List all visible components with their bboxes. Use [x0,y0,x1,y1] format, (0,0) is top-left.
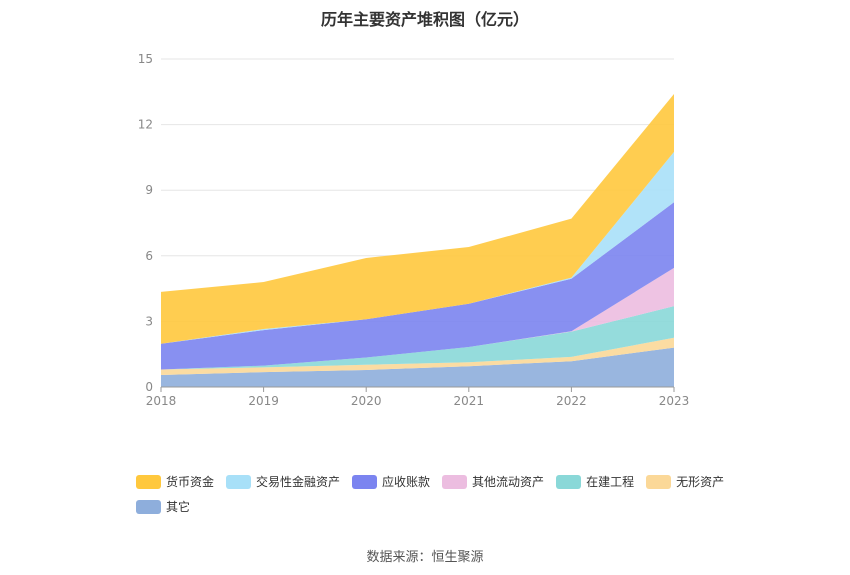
x-tick-label: 2020 [351,394,382,408]
legend-item[interactable]: 应收账款 [352,473,430,490]
legend-label: 在建工程 [586,475,635,489]
legend-label: 货币资金 [166,475,215,489]
legend-swatch [226,474,252,489]
legend-swatch [442,474,468,489]
legend-item[interactable]: 其他流动资产 [442,473,544,490]
legend-swatch [646,474,672,489]
y-tick-label: 9 [145,183,153,197]
x-tick-label: 2018 [146,394,177,408]
x-tick-label: 2022 [556,394,587,408]
legend-swatch [556,474,582,489]
area-series-货币资金 [161,93,674,344]
stacked-area-chart: 0 3 6 9 12 15 2018 2019 2020 2021 2022 2023 [138,52,690,408]
y-tick-label: 15 [138,52,153,66]
legend-item[interactable]: 无形资产 [646,473,724,490]
legend-label: 交易性金融资产 [256,475,341,489]
legend-label: 应收账款 [382,475,431,489]
legend-label: 其他流动资产 [472,475,545,489]
y-tick-label: 0 [145,380,153,394]
x-tick-label: 2021 [454,394,485,408]
legend-item[interactable]: 其它 [136,498,190,515]
data-source: 数据来源：恒生聚源 [366,550,484,565]
legend-item[interactable]: 货币资金 [136,473,214,490]
y-tick-label: 12 [138,118,153,132]
y-tick-label: 6 [145,249,153,263]
chart-title: 历年主要资产堆积图（亿元） [320,10,529,29]
chart-legend: 货币资金 交易性金融资产 应收账款 其他流动资产 在建工程 无形资产其它 [136,473,756,515]
area-series-在建工程 [161,306,674,370]
y-tick-label: 3 [145,314,153,328]
legend-swatch [352,474,378,489]
area-series-应收账款 [161,202,674,370]
area-series-其它 [161,347,674,387]
area-series-无形资产 [161,337,674,375]
legend-label: 无形资产 [676,475,725,489]
legend-item[interactable]: 交易性金融资产 [226,473,340,490]
x-tick-label: 2019 [248,394,279,408]
legend-item[interactable]: 在建工程 [556,473,634,490]
legend-swatch [136,474,161,489]
legend-label: 其它 [166,500,191,514]
legend-swatch [136,499,161,514]
x-tick-label: 2023 [659,394,690,408]
